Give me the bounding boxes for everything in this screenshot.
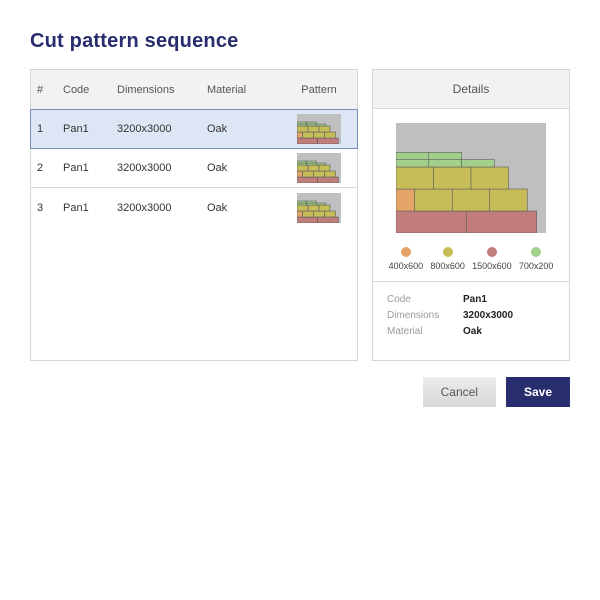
cell-dim: 3200x3000 (117, 123, 207, 135)
meta-code-val: Pan1 (463, 292, 487, 308)
cell-num: 3 (37, 202, 63, 214)
pattern-preview-large (396, 123, 546, 233)
meta-dim-key: Dimensions (387, 308, 453, 324)
details-meta: Code Pan1 Dimensions 3200x3000 Material … (373, 282, 569, 360)
meta-dim-val: 3200x3000 (463, 308, 513, 324)
details-title: Details (373, 70, 569, 109)
meta-mat-val: Oak (463, 324, 482, 340)
cell-pattern-thumb (287, 114, 351, 144)
col-header-dim: Dimensions (117, 84, 207, 96)
col-header-num: # (37, 84, 63, 96)
cell-pattern-thumb (287, 193, 351, 223)
legend-swatch-icon (443, 247, 453, 257)
cell-code: Pan1 (63, 202, 117, 214)
table-header-row: # Code Dimensions Material Pattern (31, 70, 357, 110)
sequence-table: # Code Dimensions Material Pattern 1 Pan… (30, 69, 358, 361)
table-row[interactable]: 1 Pan1 3200x3000 Oak (30, 109, 358, 149)
table-row[interactable]: 3 Pan1 3200x3000 Oak (31, 188, 357, 228)
cell-mat: Oak (207, 162, 287, 174)
cell-code: Pan1 (63, 162, 117, 174)
legend-swatch-icon (487, 247, 497, 257)
page-title: Cut pattern sequence (30, 30, 570, 53)
cancel-button[interactable]: Cancel (423, 377, 496, 407)
legend-item: 400x600 (389, 247, 424, 271)
cell-pattern-thumb (287, 153, 351, 183)
cell-num: 1 (37, 123, 63, 135)
cell-dim: 3200x3000 (117, 162, 207, 174)
legend-label: 400x600 (389, 261, 424, 271)
legend-label: 700x200 (519, 261, 554, 271)
cell-code: Pan1 (63, 123, 117, 135)
legend-item: 700x200 (519, 247, 554, 271)
col-header-pat: Pattern (287, 84, 351, 96)
cell-mat: Oak (207, 202, 287, 214)
legend: 400x600 800x600 1500x600 700x200 (387, 247, 555, 271)
legend-label: 1500x600 (472, 261, 512, 271)
meta-mat-key: Material (387, 324, 453, 340)
legend-item: 1500x600 (472, 247, 512, 271)
table-row[interactable]: 2 Pan1 3200x3000 Oak (31, 148, 357, 188)
legend-label: 800x600 (430, 261, 465, 271)
cell-mat: Oak (207, 123, 287, 135)
details-panel: Details 400x600 800x600 1500x600 700x200… (372, 69, 570, 361)
col-header-mat: Material (207, 84, 287, 96)
cell-dim: 3200x3000 (117, 202, 207, 214)
col-header-code: Code (63, 84, 117, 96)
meta-code-key: Code (387, 292, 453, 308)
cell-num: 2 (37, 162, 63, 174)
legend-swatch-icon (531, 247, 541, 257)
save-button[interactable]: Save (506, 377, 570, 407)
legend-item: 800x600 (430, 247, 465, 271)
legend-swatch-icon (401, 247, 411, 257)
footer-buttons: Cancel Save (30, 377, 570, 407)
